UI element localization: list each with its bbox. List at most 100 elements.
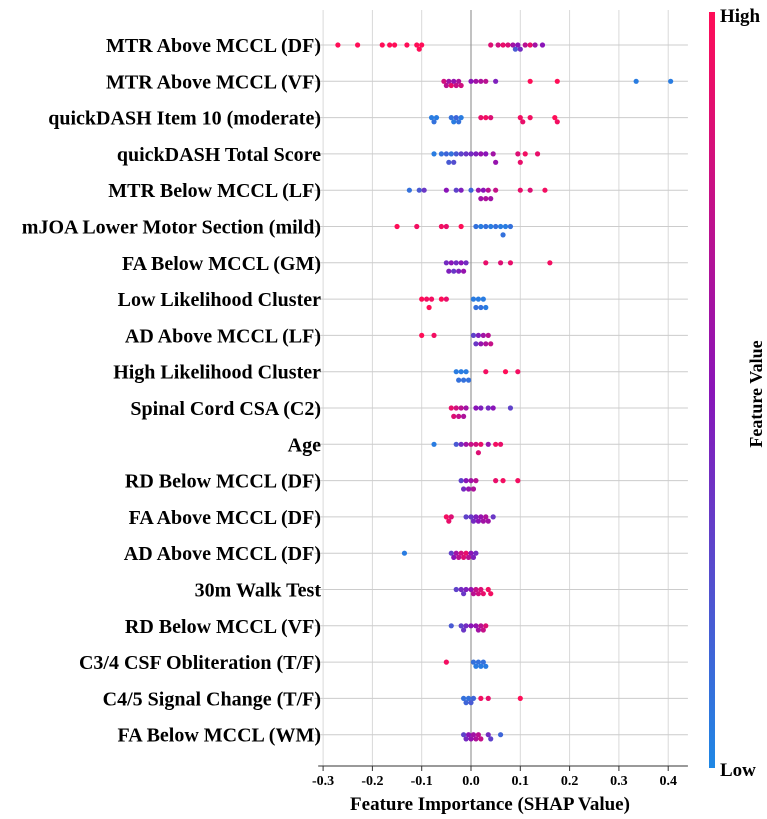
feature-labels: MTR Above MCCL (DF) MTR Above MCCL (VF) qu… — [22, 35, 322, 747]
shap-point — [470, 486, 477, 492]
shap-point — [416, 187, 422, 193]
shap-point — [478, 223, 484, 230]
x-axis: -0.3 -0.2 -0.1 0.0 0.1 0.2 0.3 0.4 — [312, 765, 688, 789]
feature-label: RD Below MCCL (VF) — [125, 616, 321, 638]
shap-point — [483, 369, 489, 375]
shap-point — [554, 78, 560, 84]
shap-point — [463, 586, 469, 593]
feature-label: RD Below MCCL (DF) — [125, 471, 321, 493]
x-tick-label: 0.0 — [462, 774, 480, 789]
shap-point — [453, 187, 459, 193]
feature-label: 30m Walk Test — [195, 580, 322, 602]
shap-point — [512, 46, 518, 52]
shap-point — [493, 159, 499, 165]
feature-label: AD Above MCCL (DF) — [124, 543, 321, 565]
shap-point — [446, 268, 452, 274]
shap-point — [475, 518, 481, 524]
shap-point — [458, 405, 464, 411]
shap-point — [522, 151, 528, 157]
shap-point — [463, 369, 469, 375]
x-tick-label: 0.3 — [610, 774, 628, 789]
shap-point — [668, 78, 674, 84]
shap-point — [458, 151, 464, 157]
shap-point — [527, 115, 533, 121]
shap-point — [517, 187, 523, 193]
shap-point — [633, 78, 639, 84]
shap-point — [480, 187, 486, 193]
shap-point — [355, 42, 361, 48]
shap-point — [534, 151, 541, 157]
shap-point — [446, 159, 452, 165]
shap-point — [517, 159, 523, 165]
shap-point — [451, 159, 457, 165]
shap-point — [475, 450, 481, 456]
shap-point — [468, 623, 474, 629]
shap-point — [500, 42, 506, 48]
shap-point — [463, 736, 469, 742]
shap-point — [478, 78, 484, 84]
shap-point — [488, 223, 494, 230]
shap-point — [461, 554, 467, 561]
shap-point — [468, 187, 474, 193]
shap-point — [493, 478, 499, 484]
shap-point — [453, 550, 459, 556]
shap-point — [552, 115, 558, 121]
feature-label: FA Above MCCL (DF) — [129, 507, 321, 529]
shap-point — [520, 119, 526, 125]
shap-point — [428, 296, 435, 302]
shap-point — [461, 627, 467, 633]
shap-point — [490, 405, 496, 411]
x-tick-label: 0.4 — [659, 774, 677, 789]
shap-point — [480, 332, 486, 338]
shap-point — [505, 42, 511, 48]
shap-point — [500, 232, 506, 238]
shap-point — [443, 151, 449, 157]
shap-point — [493, 187, 499, 193]
x-tick-label: 0.1 — [512, 774, 530, 789]
shap-point — [468, 441, 474, 447]
shap-point — [483, 663, 489, 669]
shap-point — [433, 115, 440, 121]
shap-point — [465, 695, 472, 702]
shap-point — [428, 115, 435, 121]
shap-point — [456, 377, 462, 383]
shap-point — [478, 196, 484, 202]
shap-point — [419, 332, 425, 338]
shap-point — [483, 260, 489, 266]
shap-point — [453, 369, 459, 375]
shap-point — [453, 82, 459, 89]
shap-point — [478, 115, 484, 121]
shap-point — [470, 296, 477, 302]
shap-point — [453, 115, 459, 121]
shap-point — [424, 296, 430, 302]
shap-point — [470, 554, 477, 561]
shap-point — [431, 151, 437, 157]
shap-point — [465, 486, 472, 492]
shap-point — [463, 405, 469, 411]
shap-point — [443, 659, 449, 665]
shap-point — [475, 659, 481, 665]
shap-point — [473, 550, 479, 556]
shap-point — [483, 223, 489, 230]
shap-point — [461, 591, 467, 597]
shap-point — [488, 42, 494, 48]
shap-point — [485, 332, 491, 338]
shap-point — [465, 377, 472, 383]
shap-point — [473, 441, 479, 447]
shap-point — [510, 42, 516, 48]
shap-point — [515, 478, 521, 484]
shap-point — [463, 550, 469, 556]
shap-point — [394, 223, 400, 230]
feature-label: FA Below MCCL (GM) — [122, 253, 321, 275]
feature-label: MTR Below MCCL (LF) — [108, 180, 321, 202]
shap-point — [483, 196, 489, 202]
shap-point — [473, 151, 479, 157]
shap-point — [451, 268, 457, 274]
shap-point — [468, 151, 474, 157]
shap-point — [461, 413, 467, 419]
shap-point — [485, 518, 491, 524]
shap-point — [448, 550, 454, 556]
shap-point — [465, 554, 472, 561]
shap-point — [483, 115, 489, 121]
